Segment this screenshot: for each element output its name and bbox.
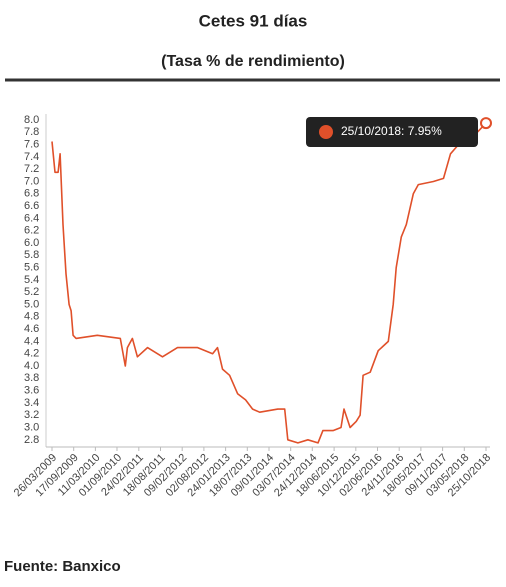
y-tick-label: 4.0 [24, 360, 39, 372]
chart-subtitle: (Tasa % de rendimiento) [161, 53, 345, 70]
y-tick-label: 7.6 [24, 139, 39, 151]
y-tick-label: 6.2 [24, 225, 39, 237]
y-tick-label: 5.0 [24, 298, 39, 310]
y-tick-label: 4.8 [24, 311, 39, 323]
tooltip-swatch [319, 125, 333, 139]
y-tick-label: 7.4 [24, 151, 39, 163]
y-tick-label: 8.0 [24, 114, 39, 126]
tooltip-text: 25/10/2018: 7.95% [341, 124, 442, 138]
y-tick-label: 2.8 [24, 434, 39, 446]
y-tick-label: 4.4 [24, 335, 39, 347]
y-tick-label: 3.2 [24, 409, 39, 421]
line [51, 122, 487, 444]
y-tick-label: 5.6 [24, 262, 39, 274]
y-tick-label: 6.0 [24, 237, 39, 249]
y-tick-label: 5.2 [24, 286, 39, 298]
y-tick-label: 6.6 [24, 200, 39, 212]
y-tick-label: 6.4 [24, 212, 39, 224]
tooltip: 25/10/2018: 7.95% [306, 117, 478, 147]
y-tick-label: 3.4 [24, 397, 39, 409]
y-tick-label: 3.6 [24, 385, 39, 397]
y-tick-label: 6.8 [24, 188, 39, 200]
y-tick-label: 3.0 [24, 421, 39, 433]
y-tick-label: 7.8 [24, 126, 39, 138]
source: Fuente: Banxico [4, 558, 121, 575]
y-tick-label: 3.8 [24, 372, 39, 384]
tooltip-box [306, 117, 478, 147]
chart-title: Cetes 91 días [199, 11, 308, 30]
y-tick-label: 5.4 [24, 274, 39, 286]
y-tick-label: 7.2 [24, 163, 39, 175]
y-tick-label: 7.0 [24, 175, 39, 187]
y-tick-label: 4.6 [24, 323, 39, 335]
y-tick-label: 5.8 [24, 249, 39, 261]
highlight-point [480, 117, 492, 130]
y-tick-label: 4.2 [24, 348, 39, 360]
